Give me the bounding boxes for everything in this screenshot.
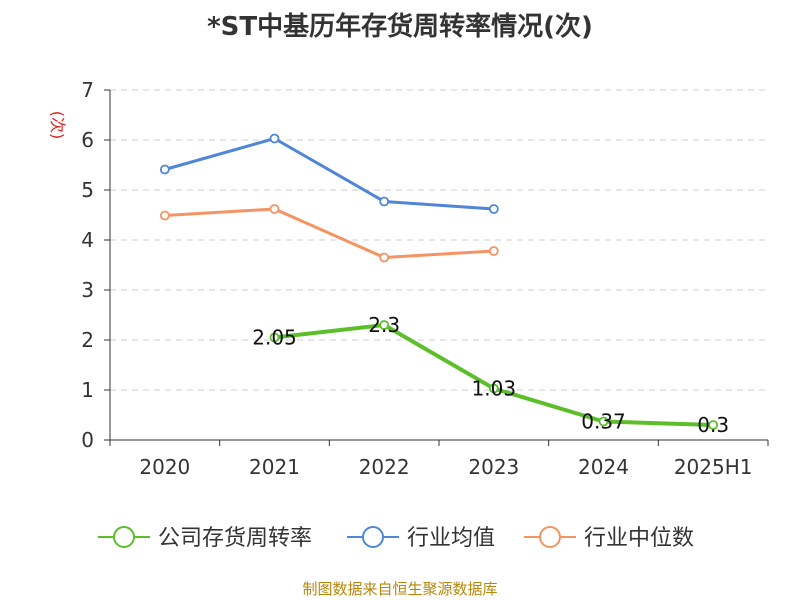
legend-swatch-marker bbox=[113, 526, 135, 548]
legend-label: 行业均值 bbox=[407, 526, 495, 551]
data-label: 0.3 bbox=[697, 413, 729, 437]
legend-label: 行业中位数 bbox=[584, 526, 694, 551]
data-point bbox=[379, 320, 390, 330]
x-tick-label: 2024 bbox=[578, 455, 629, 479]
series-line bbox=[274, 323, 714, 427]
data-point bbox=[488, 204, 499, 214]
x-tick-label: 2021 bbox=[249, 455, 300, 479]
data-point bbox=[269, 204, 280, 214]
data-point bbox=[488, 246, 499, 256]
legend-swatch-marker bbox=[362, 526, 384, 548]
x-tick-label: 2023 bbox=[468, 455, 519, 479]
chart-title: *ST中基历年存货周转率情况(次) bbox=[207, 12, 593, 42]
data-point bbox=[159, 210, 170, 221]
data-point bbox=[269, 133, 280, 144]
data-label: 1.03 bbox=[472, 377, 517, 401]
series-line bbox=[164, 137, 494, 211]
x-tick-label: 2025H1 bbox=[674, 455, 753, 479]
x-tick-label: 2020 bbox=[139, 455, 190, 479]
y-tick-label: 7 bbox=[81, 78, 94, 102]
data-label: 0.37 bbox=[581, 410, 626, 434]
series-line bbox=[164, 207, 494, 259]
y-tick-label: 1 bbox=[81, 378, 94, 402]
data-source-note: 制图数据来自恒生聚源数据库 bbox=[302, 580, 498, 598]
y-tick-label: 2 bbox=[81, 328, 94, 352]
y-tick-label: 4 bbox=[81, 228, 94, 252]
data-point bbox=[269, 332, 280, 343]
data-label: 2.3 bbox=[368, 313, 400, 337]
data-point bbox=[598, 416, 609, 427]
y-tick-label: 5 bbox=[81, 178, 94, 202]
y-tick-label: 6 bbox=[81, 128, 94, 152]
data-point bbox=[379, 196, 390, 207]
x-tick-label: 2022 bbox=[359, 455, 410, 479]
data-point bbox=[488, 383, 499, 394]
y-tick-label: 3 bbox=[81, 278, 94, 302]
data-point bbox=[159, 164, 170, 175]
legend-swatch-marker bbox=[539, 526, 561, 548]
y-tick-label: 0 bbox=[81, 428, 94, 452]
legend-label: 公司存货周转率 bbox=[158, 526, 312, 551]
data-point bbox=[379, 252, 390, 263]
data-label: 2.05 bbox=[252, 326, 297, 350]
data-point bbox=[708, 420, 719, 430]
y-axis-label: (次) bbox=[48, 111, 67, 140]
